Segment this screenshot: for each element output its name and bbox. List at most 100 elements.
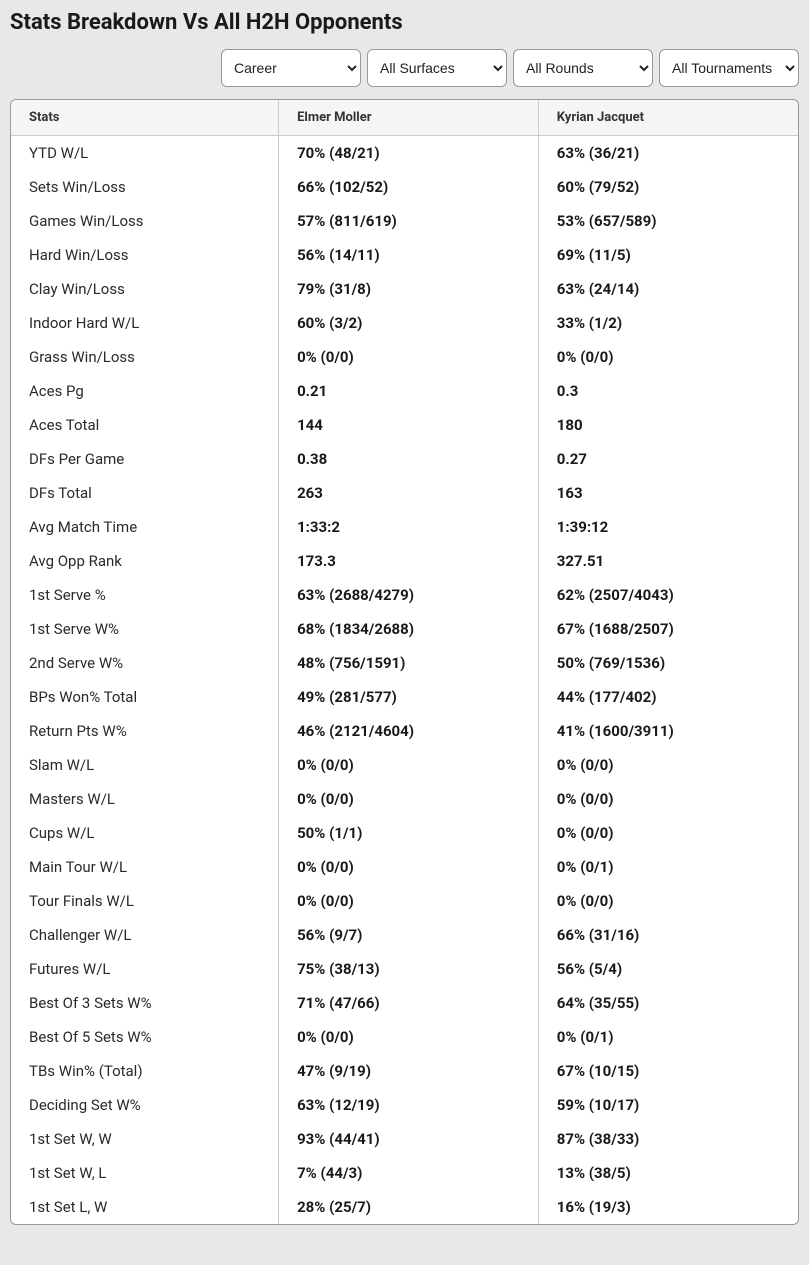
col-stats: Stats [11,100,279,136]
table-row: Aces Total144180 [11,408,798,442]
table-row: Games Win/Loss57% (811/619)53% (657/589) [11,204,798,238]
stat-value-p1: 49% (281/577) [279,680,539,714]
stat-label: Avg Match Time [11,510,279,544]
stat-value-p2: 64% (35/55) [538,986,798,1020]
round-select[interactable]: All Rounds [513,49,653,87]
stat-value-p2: 13% (38/5) [538,1156,798,1190]
stat-label: Sets Win/Loss [11,170,279,204]
stat-label: Futures W/L [11,952,279,986]
stat-value-p2: 327.51 [538,544,798,578]
stat-value-p2: 53% (657/589) [538,204,798,238]
stat-value-p2: 66% (31/16) [538,918,798,952]
stat-value-p2: 60% (79/52) [538,170,798,204]
stat-label: 1st Serve % [11,578,279,612]
table-row: Avg Opp Rank173.3327.51 [11,544,798,578]
table-row: DFs Total263163 [11,476,798,510]
stat-label: Avg Opp Rank [11,544,279,578]
stat-value-p1: 63% (12/19) [279,1088,539,1122]
stat-value-p2: 69% (11/5) [538,238,798,272]
stat-label: Hard Win/Loss [11,238,279,272]
stat-label: Deciding Set W% [11,1088,279,1122]
stat-value-p2: 87% (38/33) [538,1122,798,1156]
stat-value-p2: 16% (19/3) [538,1190,798,1224]
stat-value-p1: 68% (1834/2688) [279,612,539,646]
table-row: Return Pts W%46% (2121/4604)41% (1600/39… [11,714,798,748]
stat-value-p1: 7% (44/3) [279,1156,539,1190]
stat-value-p1: 63% (2688/4279) [279,578,539,612]
table-row: Clay Win/Loss79% (31/8)63% (24/14) [11,272,798,306]
stat-value-p2: 63% (36/21) [538,136,798,171]
stat-value-p1: 70% (48/21) [279,136,539,171]
stat-value-p1: 0% (0/0) [279,1020,539,1054]
stat-label: 2nd Serve W% [11,646,279,680]
table-row: Main Tour W/L0% (0/0)0% (0/1) [11,850,798,884]
stat-value-p1: 66% (102/52) [279,170,539,204]
stat-value-p1: 71% (47/66) [279,986,539,1020]
table-row: Avg Match Time1:33:21:39:12 [11,510,798,544]
stat-value-p1: 0% (0/0) [279,340,539,374]
period-select[interactable]: Career [221,49,361,87]
stat-label: DFs Total [11,476,279,510]
stat-label: Aces Pg [11,374,279,408]
table-row: Tour Finals W/L0% (0/0)0% (0/0) [11,884,798,918]
table-row: Sets Win/Loss66% (102/52)60% (79/52) [11,170,798,204]
stat-value-p1: 79% (31/8) [279,272,539,306]
filter-bar: Career All Surfaces All Rounds All Tourn… [10,49,799,87]
stat-value-p2: 33% (1/2) [538,306,798,340]
table-row: Grass Win/Loss0% (0/0)0% (0/0) [11,340,798,374]
stat-value-p2: 0% (0/0) [538,884,798,918]
table-row: 1st Set W, L7% (44/3)13% (38/5) [11,1156,798,1190]
stat-value-p1: 48% (756/1591) [279,646,539,680]
col-player1: Elmer Moller [279,100,539,136]
stat-label: Best Of 3 Sets W% [11,986,279,1020]
table-row: BPs Won% Total49% (281/577)44% (177/402) [11,680,798,714]
stat-value-p1: 0.38 [279,442,539,476]
stat-label: Slam W/L [11,748,279,782]
table-row: Aces Pg0.210.3 [11,374,798,408]
table-row: Best Of 5 Sets W%0% (0/0)0% (0/1) [11,1020,798,1054]
stat-label: Challenger W/L [11,918,279,952]
tournament-select[interactable]: All Tournaments [659,49,799,87]
table-row: 1st Serve W%68% (1834/2688)67% (1688/250… [11,612,798,646]
page-title: Stats Breakdown Vs All H2H Opponents [10,10,799,35]
stat-label: 1st Serve W% [11,612,279,646]
stat-label: DFs Per Game [11,442,279,476]
table-row: 1st Set L, W28% (25/7)16% (19/3) [11,1190,798,1224]
stat-label: 1st Set W, L [11,1156,279,1190]
stat-label: 1st Set L, W [11,1190,279,1224]
stat-value-p2: 1:39:12 [538,510,798,544]
stat-value-p1: 56% (14/11) [279,238,539,272]
stat-label: Return Pts W% [11,714,279,748]
table-row: Slam W/L0% (0/0)0% (0/0) [11,748,798,782]
surface-select[interactable]: All Surfaces [367,49,507,87]
stat-value-p2: 63% (24/14) [538,272,798,306]
stat-label: Games Win/Loss [11,204,279,238]
table-row: Deciding Set W%63% (12/19)59% (10/17) [11,1088,798,1122]
stat-value-p1: 75% (38/13) [279,952,539,986]
table-row: YTD W/L70% (48/21)63% (36/21) [11,136,798,171]
stat-value-p2: 0% (0/0) [538,748,798,782]
stat-label: BPs Won% Total [11,680,279,714]
stat-value-p2: 0.3 [538,374,798,408]
stats-card: Stats Elmer Moller Kyrian Jacquet YTD W/… [10,99,799,1225]
stat-value-p1: 93% (44/41) [279,1122,539,1156]
table-row: Cups W/L50% (1/1)0% (0/0) [11,816,798,850]
stat-value-p1: 50% (1/1) [279,816,539,850]
stat-value-p2: 59% (10/17) [538,1088,798,1122]
table-row: 1st Serve %63% (2688/4279)62% (2507/4043… [11,578,798,612]
stat-value-p2: 50% (769/1536) [538,646,798,680]
stat-value-p1: 56% (9/7) [279,918,539,952]
stat-value-p2: 62% (2507/4043) [538,578,798,612]
stat-value-p2: 0% (0/1) [538,850,798,884]
stat-value-p1: 263 [279,476,539,510]
stat-value-p2: 0.27 [538,442,798,476]
table-row: Indoor Hard W/L60% (3/2)33% (1/2) [11,306,798,340]
stat-label: 1st Set W, W [11,1122,279,1156]
stat-value-p1: 0% (0/0) [279,850,539,884]
stat-value-p1: 60% (3/2) [279,306,539,340]
stat-label: Tour Finals W/L [11,884,279,918]
stat-value-p2: 163 [538,476,798,510]
stat-value-p2: 180 [538,408,798,442]
stat-value-p2: 0% (0/0) [538,816,798,850]
stat-value-p1: 0% (0/0) [279,782,539,816]
